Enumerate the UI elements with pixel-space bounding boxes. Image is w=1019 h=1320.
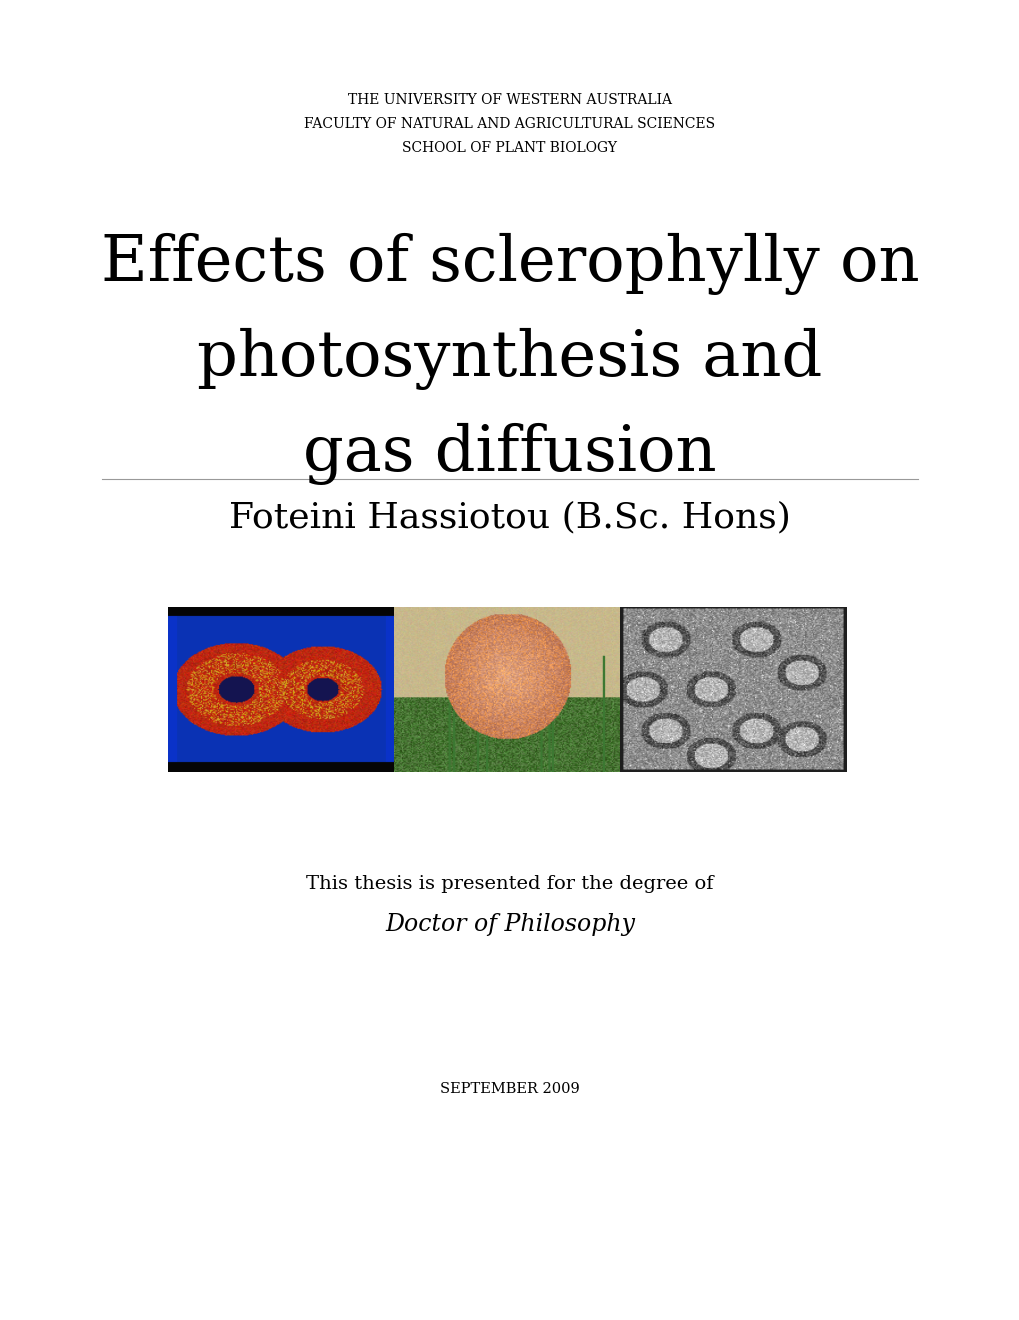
Text: Foteini Hassiotou (B.Sc. Hons): Foteini Hassiotou (B.Sc. Hons) [229, 500, 790, 535]
Text: gas diffusion: gas diffusion [303, 422, 716, 486]
Text: SCHOOL OF PLANT BIOLOGY: SCHOOL OF PLANT BIOLOGY [403, 141, 616, 154]
Text: Doctor of Philosophy: Doctor of Philosophy [384, 912, 635, 936]
Text: photosynthesis and: photosynthesis and [198, 327, 821, 391]
Text: SEPTEMBER 2009: SEPTEMBER 2009 [439, 1082, 580, 1096]
Text: FACULTY OF NATURAL AND AGRICULTURAL SCIENCES: FACULTY OF NATURAL AND AGRICULTURAL SCIE… [304, 117, 715, 131]
Text: This thesis is presented for the degree of: This thesis is presented for the degree … [306, 875, 713, 894]
Text: THE UNIVERSITY OF WESTERN AUSTRALIA: THE UNIVERSITY OF WESTERN AUSTRALIA [347, 94, 672, 107]
Text: Effects of sclerophylly on: Effects of sclerophylly on [101, 232, 918, 296]
